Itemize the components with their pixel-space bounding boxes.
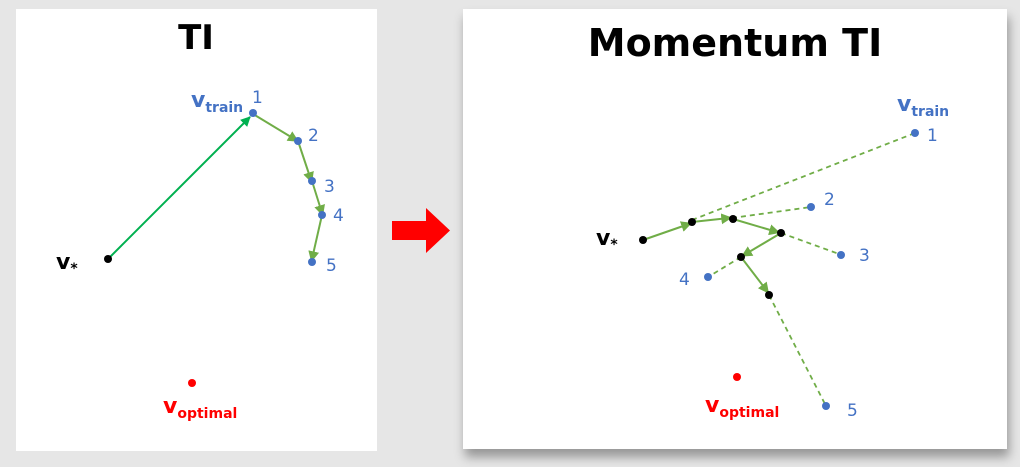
v-train-label: vtrain — [191, 88, 243, 116]
point-1 — [249, 109, 257, 117]
v-optimal-point — [733, 373, 741, 381]
v-star-label: v* — [56, 250, 78, 277]
momentum-step-1 — [642, 221, 693, 241]
ti-diagram: TI 1 2 3 4 5 vtrain v* voptimal — [56, 18, 344, 422]
step-arrow-2-3 — [297, 140, 314, 184]
right-arrow-icon — [392, 208, 450, 253]
momentum-point-1 — [688, 218, 696, 226]
v-optimal-label: voptimal — [705, 393, 779, 421]
step-arrow-4-5 — [308, 214, 323, 263]
point-2 — [294, 137, 302, 145]
point-2 — [807, 203, 815, 211]
momentum-point-3 — [777, 229, 785, 237]
point-label-5: 5 — [326, 256, 337, 276]
dashed-line-2 — [731, 206, 812, 219]
point-label-1: 1 — [252, 88, 263, 108]
dashed-line-5 — [768, 294, 827, 407]
point-3 — [837, 251, 845, 259]
v-optimal-point — [188, 379, 196, 387]
dashed-line-3 — [780, 232, 840, 255]
point-label-2: 2 — [824, 190, 835, 210]
point-4 — [704, 273, 712, 281]
v-star-label: v* — [596, 226, 618, 253]
point-4 — [318, 211, 326, 219]
momentum-ti-diagram: Momentum TI 1 2 3 4 5 — [588, 21, 949, 421]
dashed-line-1 — [691, 132, 916, 221]
v-optimal-sub: optimal — [177, 406, 237, 422]
point-1 — [911, 129, 919, 137]
momentum-ti-title: Momentum TI — [588, 21, 882, 65]
v-train-base: v — [191, 88, 206, 113]
v-star-base: v — [596, 226, 611, 251]
point-5 — [308, 258, 316, 266]
momentum-step-3 — [732, 218, 781, 236]
point-label-3: 3 — [859, 246, 870, 266]
v-star-point — [104, 255, 112, 263]
ti-panel: TI 1 2 3 4 5 vtrain v* voptimal — [16, 9, 377, 451]
point-label-5: 5 — [847, 401, 858, 421]
momentum-step-2 — [691, 213, 733, 225]
v-optimal-base: v — [705, 393, 720, 418]
v-star-sub: * — [610, 237, 618, 253]
point-label-3: 3 — [324, 177, 335, 197]
step-arrow-start — [107, 116, 251, 260]
momentum-step-4 — [741, 232, 782, 257]
point-label-1: 1 — [927, 126, 938, 146]
ti-title: TI — [178, 18, 214, 58]
v-optimal-sub: optimal — [719, 405, 779, 421]
step-arrow-1-2 — [252, 113, 299, 142]
point-3 — [308, 177, 316, 185]
step-arrow-3-4 — [311, 180, 325, 217]
v-star-point — [639, 236, 647, 244]
point-label-2: 2 — [308, 126, 319, 146]
v-star-base: v — [56, 250, 71, 275]
point-5 — [822, 402, 830, 410]
v-train-label: vtrain — [897, 92, 949, 120]
v-optimal-label: voptimal — [163, 394, 237, 422]
v-train-sub: train — [205, 100, 243, 116]
v-train-sub: train — [911, 104, 949, 120]
point-label-4: 4 — [333, 206, 344, 226]
v-star-sub: * — [70, 261, 78, 277]
v-optimal-base: v — [163, 394, 178, 419]
dashed-line-4 — [707, 256, 742, 278]
momentum-ti-panel: Momentum TI 1 2 3 4 5 — [463, 9, 1007, 449]
point-label-4: 4 — [679, 270, 690, 290]
v-train-base: v — [897, 92, 912, 117]
momentum-point-5 — [765, 291, 773, 299]
momentum-step-5 — [740, 256, 770, 294]
momentum-point-2 — [729, 215, 737, 223]
momentum-point-4 — [737, 253, 745, 261]
